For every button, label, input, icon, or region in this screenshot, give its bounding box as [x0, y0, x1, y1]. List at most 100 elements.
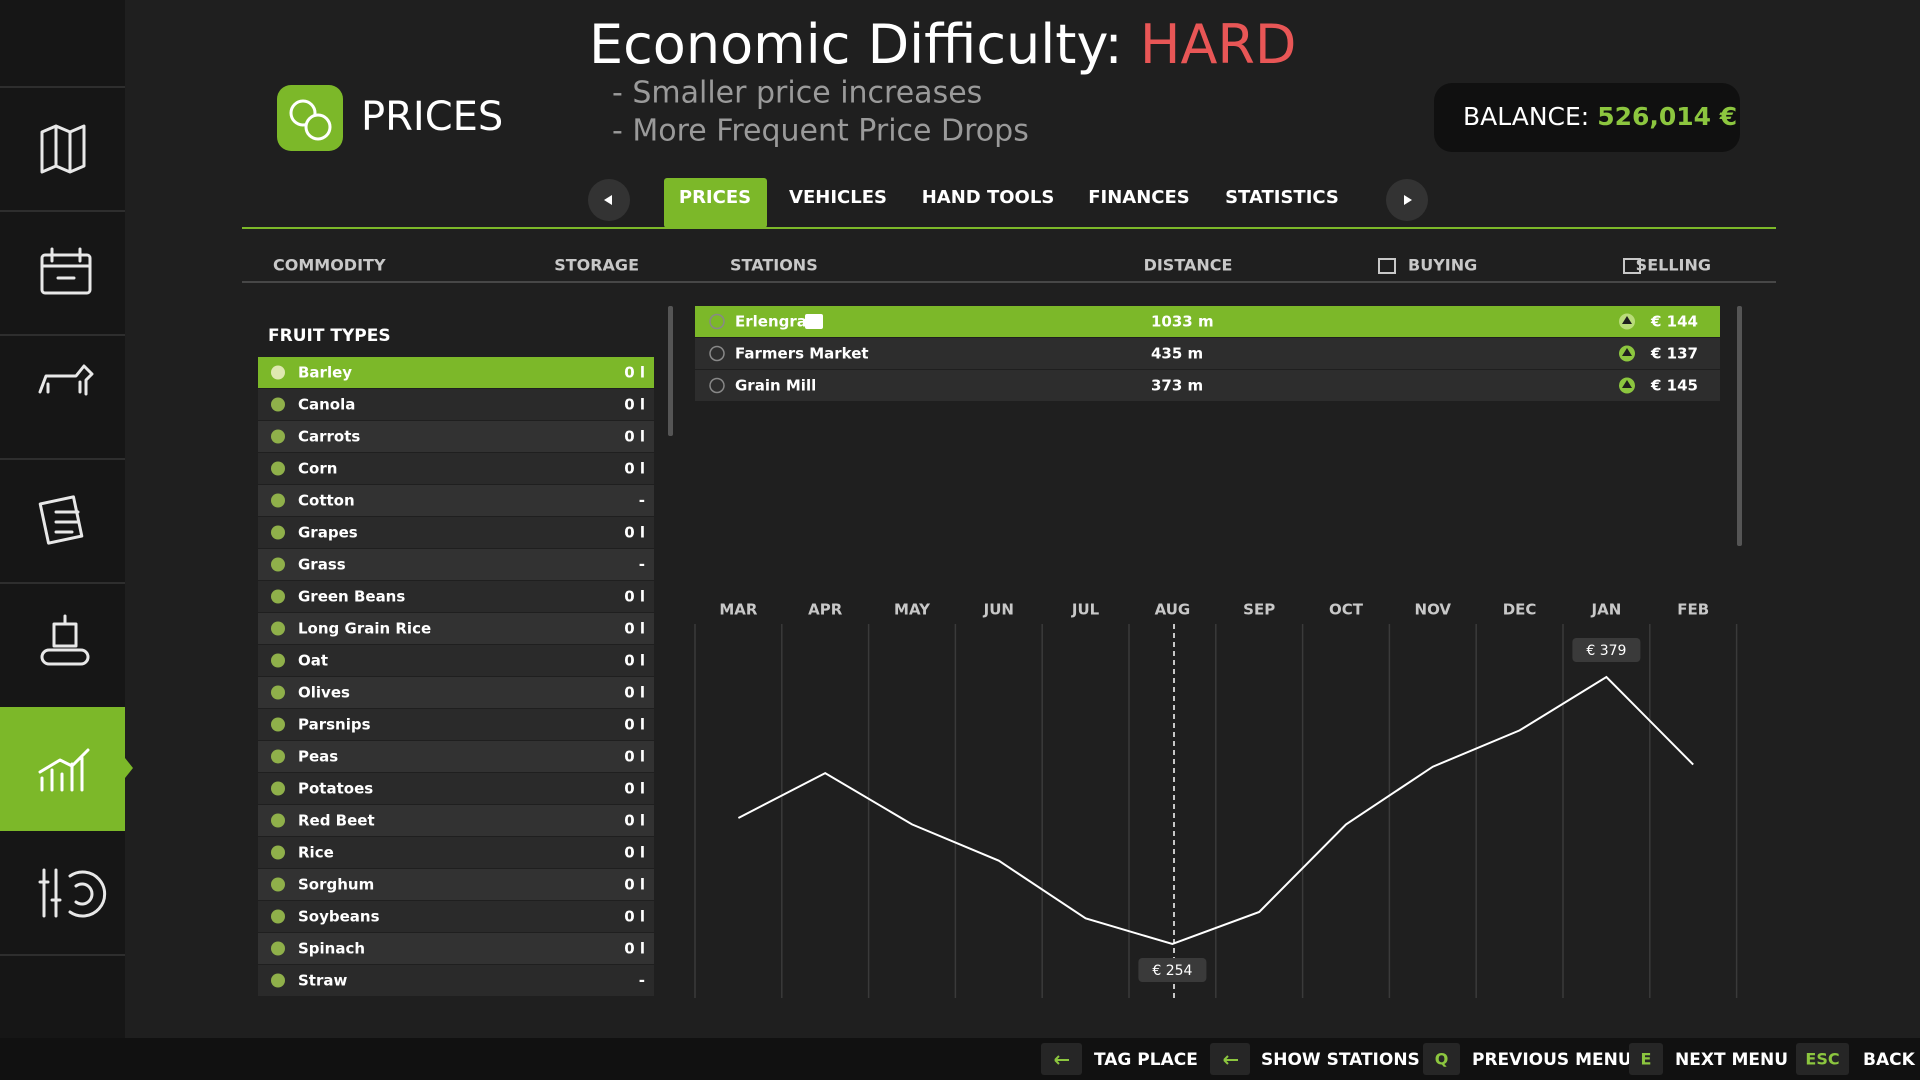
commodity-storage: 0 l [624, 460, 645, 478]
commodity-storage: 0 l [624, 428, 645, 446]
tab[interactable]: HAND TOOLS [922, 187, 1055, 208]
commodity-icon [271, 653, 285, 668]
commodity-storage: 0 l [624, 748, 645, 766]
commodity-row[interactable] [258, 581, 654, 612]
commodity-row[interactable] [258, 965, 654, 996]
value-label: € 254 [1152, 963, 1192, 979]
scrollbar[interactable] [1737, 306, 1742, 546]
commodity-row[interactable] [258, 709, 654, 740]
month-label: FEB [1677, 601, 1709, 619]
column-header: SELLING [1636, 256, 1711, 275]
key: ESC [1805, 1050, 1839, 1069]
month-label: OCT [1329, 601, 1364, 619]
commodity-name: Straw [298, 972, 347, 990]
commodity-storage: 0 l [624, 364, 645, 382]
value-label: € 379 [1586, 643, 1626, 659]
commodity-row[interactable] [258, 677, 654, 708]
commodity-icon [271, 941, 285, 956]
hint-label[interactable]: NEXT MENU [1675, 1050, 1788, 1070]
commodity-icon [271, 717, 285, 732]
commodity-icon [271, 493, 285, 508]
station-name: Farmers Market [735, 345, 869, 363]
station-select [709, 377, 725, 394]
tab[interactable]: STATISTICS [1225, 187, 1339, 208]
balance: BALANCE: 526,014 € [1463, 102, 1737, 131]
commodity-name: Spinach [298, 940, 365, 958]
commodity-icon [271, 845, 285, 860]
commodity-row[interactable] [258, 421, 654, 452]
difficulty-note: - Smaller price increases [612, 76, 982, 111]
price-trend-arrow [1622, 348, 1632, 356]
commodity-row[interactable] [258, 549, 654, 580]
commodity-row[interactable] [258, 517, 654, 548]
station-select [709, 345, 725, 362]
commodity-storage: 0 l [624, 780, 645, 798]
commodity-icon [271, 429, 285, 444]
station-row[interactable] [695, 338, 1720, 369]
station-select [709, 313, 725, 330]
balance-box [1434, 83, 1740, 152]
commodity-row[interactable] [258, 805, 654, 836]
commodity-row[interactable] [258, 901, 654, 932]
commodity-row[interactable] [258, 453, 654, 484]
price-trend-arrow [1622, 380, 1632, 388]
column-header: COMMODITY [273, 256, 386, 275]
hint-label[interactable]: TAG PLACE [1094, 1050, 1198, 1070]
commodity-row[interactable] [258, 869, 654, 900]
footer [0, 1038, 1920, 1080]
commodity-storage: 0 l [624, 588, 645, 606]
station-distance: 373 m [1151, 377, 1203, 395]
hint-label[interactable]: BACK [1863, 1050, 1916, 1070]
buying-icon [1378, 258, 1396, 274]
tab-next-arrow [1404, 195, 1412, 205]
commodity-row[interactable] [258, 645, 654, 676]
commodity-row[interactable] [258, 773, 654, 804]
commodity-icon [271, 685, 285, 700]
commodity-icon [271, 909, 285, 924]
price-line [737, 675, 1694, 946]
sidebar-items [0, 86, 125, 956]
commodity-row[interactable] [258, 613, 654, 644]
tab[interactable]: PRICES [679, 187, 751, 208]
commodity-name: Carrots [298, 428, 360, 446]
commodity-storage: 0 l [624, 812, 645, 830]
month-label: MAR [719, 601, 758, 619]
commodity-name: Olives [298, 684, 350, 702]
station-row[interactable] [695, 370, 1720, 401]
commodity-name: Cotton [298, 492, 355, 510]
hint-label[interactable]: SHOW STATIONS [1261, 1050, 1420, 1070]
station-price: € 145 [1650, 377, 1698, 395]
commodity-row[interactable] [258, 389, 654, 420]
station-distance: 435 m [1151, 345, 1203, 363]
commodity-icon [271, 973, 285, 988]
sidebar-icons [38, 124, 107, 918]
commodity-name: Parsnips [298, 716, 371, 734]
commodity-row[interactable] [258, 837, 654, 868]
hint-label[interactable]: PREVIOUS MENU [1472, 1050, 1632, 1070]
column-header: STATIONS [730, 256, 818, 275]
scrollbar[interactable] [668, 306, 673, 436]
station-row[interactable] [695, 306, 1720, 337]
commodity-row[interactable] [258, 933, 654, 964]
tab[interactable]: VEHICLES [789, 187, 887, 208]
month-label: APR [808, 601, 843, 619]
station-price: € 137 [1650, 345, 1698, 363]
commodity-name: Grass [298, 556, 346, 574]
month-label: SEP [1243, 601, 1275, 619]
commodity-name: Oat [298, 652, 328, 670]
month-label: DEC [1503, 601, 1537, 619]
commodity-name: Green Beans [298, 588, 405, 606]
commodity-icon [271, 621, 285, 636]
commodity-storage: 0 l [624, 524, 645, 542]
month-label: JUN [983, 601, 1014, 619]
key-box [1423, 1043, 1460, 1075]
difficulty: Economic Difficulty: HARD [589, 13, 1297, 76]
sidebar-active[interactable] [0, 707, 125, 831]
tab[interactable]: FINANCES [1088, 187, 1190, 208]
price-trend-arrow [1622, 316, 1632, 324]
commodity-row[interactable] [258, 357, 654, 388]
commodity-storage: 0 l [624, 876, 645, 894]
commodity-row[interactable] [258, 485, 654, 516]
commodity-row[interactable] [258, 741, 654, 772]
